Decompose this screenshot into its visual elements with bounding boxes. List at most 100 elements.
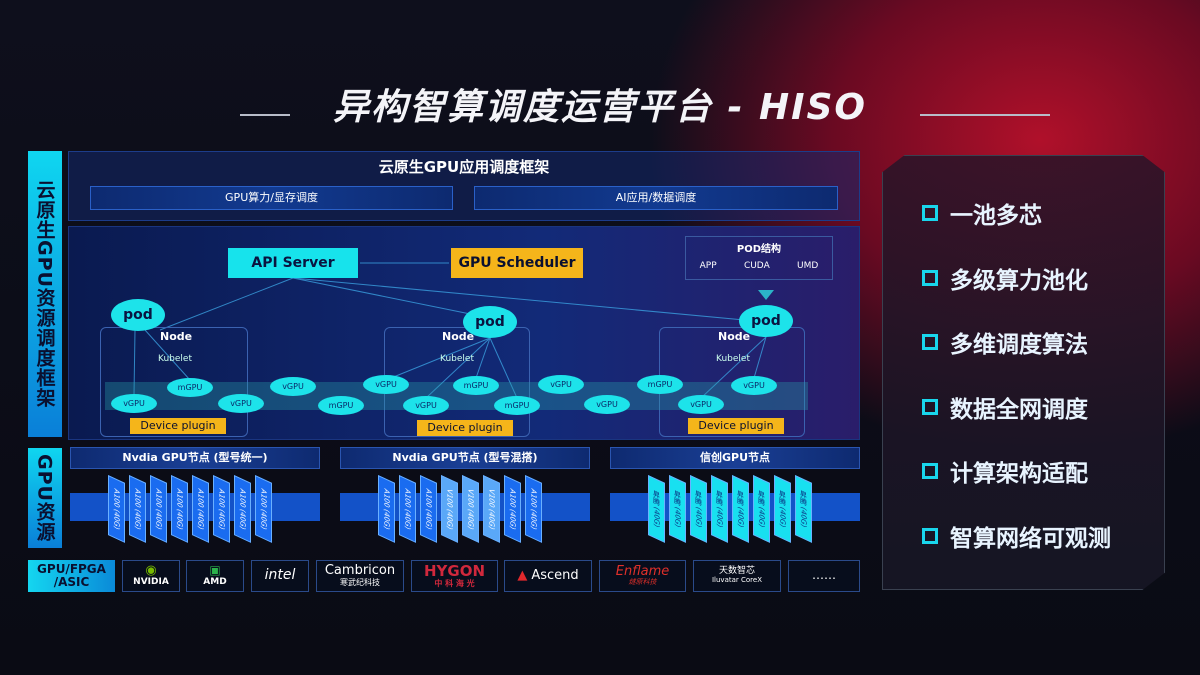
gpu-card: A100 (40G) [150, 475, 167, 543]
logo-more: …… [788, 560, 860, 592]
gpu-card: 昇腾 (40G) [669, 475, 686, 543]
gpu-card: 昇腾 (40G) [795, 475, 812, 543]
feature-item: 数据全网调度 [922, 390, 1088, 424]
gpu-resources-vertical-label: GPU资源 [28, 448, 62, 548]
gpu-card: A100 (40G) [504, 475, 521, 543]
gpu-compute-scheduling: GPU算力/显存调度 [90, 186, 453, 210]
logo-ascend: ▲ Ascend [504, 560, 592, 592]
title-decoration-left [240, 114, 290, 116]
checkbox-icon [922, 269, 938, 286]
logo-nvidia: ◉ NVIDIA [122, 560, 180, 592]
logo-hygon: HYGON 中 科 海 光 [411, 560, 498, 592]
gpu-card: V100 (40G) [483, 475, 500, 543]
checkbox-icon [922, 528, 938, 544]
gpu-ellipse: vGPU [270, 377, 316, 396]
gpu-card: A100 (40G) [213, 475, 230, 543]
node-box-1 [100, 327, 248, 437]
title-decoration-right [920, 114, 1050, 116]
nvidia-eye-icon: ◉ [145, 562, 157, 578]
feature-label: 多维调度算法 [950, 332, 1088, 359]
pod-structure-title: POD结构 [736, 244, 782, 255]
kubelet-label: Kubelet [716, 354, 750, 364]
feature-label: 智算网络可观测 [950, 526, 1111, 552]
kubelet-label: Kubelet [440, 354, 474, 364]
checkbox-icon [922, 205, 938, 221]
gpu-card: A100 (40G) [171, 475, 188, 543]
gpu-ellipse: mGPU [318, 396, 364, 415]
feature-item: 计算架构适配 [922, 454, 1088, 488]
logo-amd: ▣ AMD [186, 560, 244, 592]
logo-iluvatar: 天数智芯 Iluvatar CoreX [693, 560, 781, 592]
amd-chip-icon: ▣ [209, 563, 221, 578]
gpu-card: A100 (40G) [378, 475, 395, 543]
checkbox-icon [922, 398, 938, 415]
device-plugin-3: Device plugin [688, 418, 784, 434]
pod-structure-app: APP [699, 261, 717, 271]
gpu-card: A100 (40G) [255, 475, 272, 543]
device-plugin-2: Device plugin [417, 420, 513, 436]
gpu-ellipse: vGPU [678, 395, 724, 414]
gpu-card: 昇腾 (40G) [690, 475, 707, 543]
pod-structure-box: POD结构 APP CUDA UMD [685, 236, 833, 280]
gpu-ellipse: vGPU [584, 395, 630, 414]
page-title: 异构智算调度运营平台 - HISO [332, 87, 868, 128]
checkbox-icon [922, 334, 938, 351]
feature-item: 一池多芯 [922, 196, 1042, 230]
checkbox-icon [922, 463, 938, 480]
framework-vertical-label: 云原生GPU资源调度框架 [28, 151, 62, 437]
logo-cambricon: Cambricon 寒武纪科技 [316, 560, 404, 592]
ai-data-scheduling: AI应用/数据调度 [474, 186, 838, 210]
gpu-ellipse: mGPU [494, 396, 540, 415]
gpu-card: A100 (40G) [192, 475, 209, 543]
gpu-card: 昇腾 (40G) [732, 475, 749, 543]
node-label: Node [442, 330, 475, 343]
gpu-node-group-title: Nvdia GPU节点 (型号混搭) [340, 447, 590, 469]
gpu-node-group-title: 信创GPU节点 [610, 447, 860, 469]
features-panel [882, 155, 1165, 590]
gpu-card: A100 (40G) [399, 475, 416, 543]
logo-enflame: Enflame 燧原科技 [599, 560, 686, 592]
feature-label: 一池多芯 [950, 203, 1042, 229]
pod-3: pod [739, 305, 793, 337]
gpu-card: 昇腾 (40G) [774, 475, 791, 543]
gpu-card: V100 (40G) [462, 475, 479, 543]
pod-structure-cuda: CUDA [743, 261, 770, 271]
feature-item: 多维调度算法 [922, 325, 1088, 359]
gpu-ellipse: vGPU [363, 375, 409, 394]
gpu-ellipse: mGPU [453, 376, 499, 395]
gpu-scheduler: GPU Scheduler [451, 248, 583, 278]
feature-label: 数据全网调度 [950, 396, 1088, 423]
ascend-a-icon: ▲ [517, 567, 528, 583]
node-label: Node [718, 330, 751, 343]
gpu-card: 昇腾 (40G) [753, 475, 770, 543]
gpu-card: A100 (40G) [129, 475, 146, 543]
gpu-ellipse: mGPU [167, 378, 213, 397]
gpu-card: 昇腾 (40G) [711, 475, 728, 543]
pod-structure-umd: UMD [797, 261, 819, 271]
gpu-card: A100 (40G) [234, 475, 251, 543]
kubelet-label: Kubelet [158, 354, 192, 364]
feature-label: 计算架构适配 [950, 461, 1088, 488]
api-server: API Server [228, 248, 358, 278]
pod-2: pod [463, 306, 517, 338]
gpu-card: V100 (40G) [441, 475, 458, 543]
pod-1: pod [111, 299, 165, 331]
gpu-ellipse: vGPU [538, 375, 584, 394]
gpu-ellipse: vGPU [403, 396, 449, 415]
feature-item: 多级算力池化 [922, 261, 1088, 295]
gpu-card: A100 (40G) [108, 475, 125, 543]
gpu-ellipse: vGPU [218, 394, 264, 413]
feature-label: 多级算力池化 [950, 267, 1088, 294]
feature-item: 智算网络可观测 [922, 519, 1111, 553]
gpu-ellipse: mGPU [637, 375, 683, 394]
gpu-card: A100 (40G) [525, 475, 542, 543]
gpu-node-group-title: Nvdia GPU节点 (型号统一) [70, 447, 320, 469]
logo-intel: intel [251, 560, 309, 592]
gpu-ellipse: vGPU [111, 394, 157, 413]
gpu-card: A100 (40G) [420, 475, 437, 543]
node-label: Node [160, 330, 193, 343]
device-plugin-1: Device plugin [130, 418, 226, 434]
vendor-category-label: GPU/FPGA /ASIC [28, 560, 115, 592]
gpu-card: 昇腾 (40G) [648, 475, 665, 543]
